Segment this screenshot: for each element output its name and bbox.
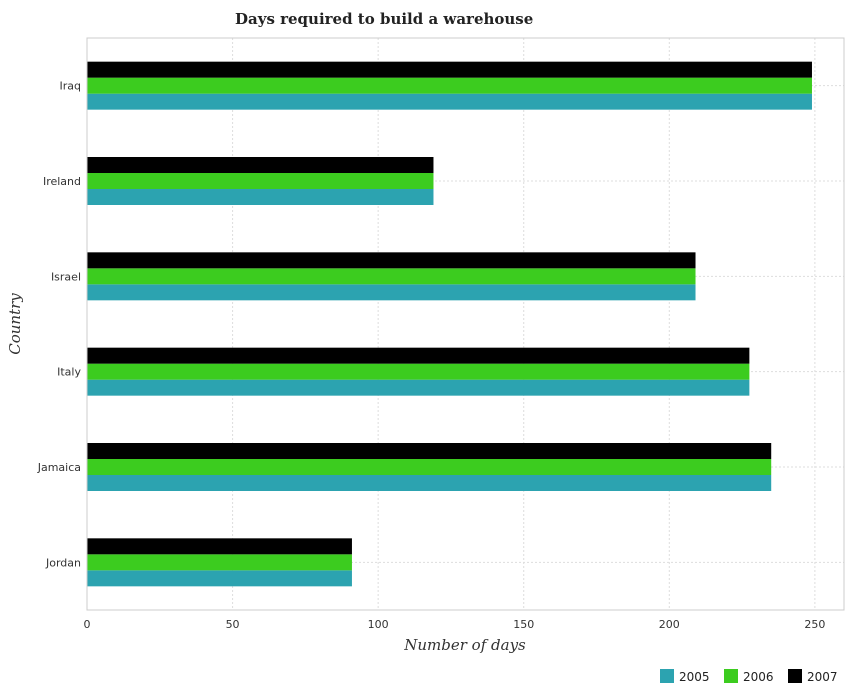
legend: 2005 2006 2007 <box>660 669 838 684</box>
x-tick-labels: 0 50 100 150 200 250 <box>84 618 826 631</box>
legend-swatch-2007 <box>788 669 802 683</box>
bar-2007-jordan <box>87 538 352 555</box>
bar-2007-italy <box>87 347 750 364</box>
bar-2006-iraq <box>87 77 812 94</box>
legend-swatch-2006 <box>724 669 738 683</box>
plot-frame <box>86 37 845 611</box>
bar-2006-israel <box>87 268 696 285</box>
legend-label-2005: 2005 <box>679 670 710 684</box>
legend-label-2006: 2006 <box>743 670 774 684</box>
legend-swatch-2005 <box>660 669 674 683</box>
bar-2005-israel <box>87 284 696 301</box>
chart-title: Days required to build a warehouse <box>235 10 533 28</box>
bar-2007-ireland <box>87 157 434 173</box>
bar-2005-italy <box>87 379 750 396</box>
y-tick-label: Iraq <box>60 80 82 93</box>
x-tick-label: 100 <box>368 618 389 631</box>
y-tick-labels: Iraq Ireland Israel Italy Jamaica Jordan <box>37 80 82 570</box>
y-tick-label: Israel <box>51 270 81 283</box>
y-axis-label: Country <box>6 293 24 355</box>
bar-2005-jordan <box>87 570 352 587</box>
y-tick-label: Jordan <box>45 556 81 569</box>
grid <box>86 38 844 610</box>
bar-2007-israel <box>87 252 696 269</box>
bar-2007-jamaica <box>87 443 772 459</box>
bar-2006-jordan <box>87 554 352 571</box>
bar-2006-italy <box>87 363 750 380</box>
x-axis-label: Number of days <box>403 636 526 654</box>
y-tick-label: Jamaica <box>37 461 81 474</box>
x-tick-label: 150 <box>513 618 534 631</box>
x-tick-label: 200 <box>659 618 680 631</box>
bar-2005-iraq <box>87 93 812 110</box>
y-tick-label: Ireland <box>43 175 81 188</box>
bar-2007-iraq <box>87 61 812 78</box>
x-tick-label: 0 <box>84 618 91 631</box>
x-tick-label: 250 <box>804 618 825 631</box>
x-tick-label: 50 <box>226 618 240 631</box>
legend-label-2007: 2007 <box>807 670 838 684</box>
bar-2005-ireland <box>87 189 434 205</box>
bar-2005-jamaica <box>87 475 772 491</box>
y-tick-label: Italy <box>57 366 81 379</box>
bar-2006-jamaica <box>87 459 772 475</box>
bars <box>87 61 812 587</box>
bar-2006-ireland <box>87 173 434 189</box>
